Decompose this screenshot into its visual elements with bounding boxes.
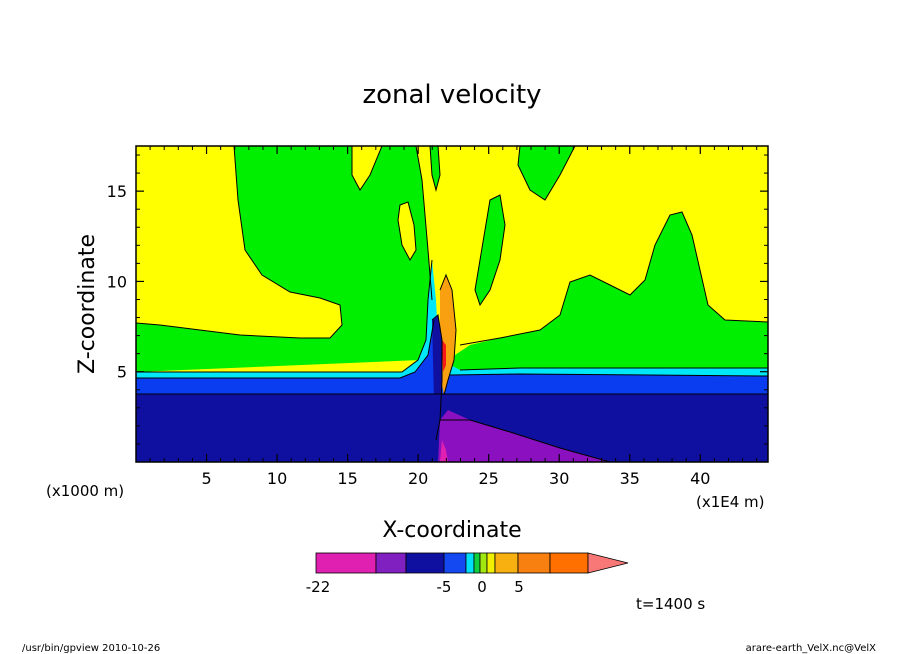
x-tick-label: 5 <box>201 469 211 488</box>
colorbar-tick-label: 0 <box>477 578 487 596</box>
colorbar-tick-label: -22 <box>306 578 331 596</box>
colorbar-segment <box>517 552 551 574</box>
y-ticks: 5 10 15 <box>107 154 768 445</box>
x-tick-label: 30 <box>549 469 569 488</box>
chart-title: zonal velocity <box>362 80 541 110</box>
colorbar-labels: -22 -5 0 5 <box>306 578 524 596</box>
plot-frame <box>135 145 769 463</box>
time-label: t=1400 s <box>636 595 705 613</box>
y-axis-label: Z-coordinate <box>75 234 100 374</box>
region-magenta <box>440 440 448 462</box>
x-tick-label: 35 <box>620 469 640 488</box>
region-blue <box>136 320 768 394</box>
region-yellow-patch <box>352 146 382 190</box>
x-axis-label: X-coordinate <box>382 518 521 543</box>
colorbar-segment <box>494 552 519 574</box>
x-tick-label: 40 <box>690 469 710 488</box>
region-green-right <box>440 212 768 372</box>
y-tick-label: 15 <box>107 182 127 201</box>
contour-fill <box>136 146 768 462</box>
region-navy-jet <box>432 315 442 440</box>
region-green-strip-1 <box>430 146 440 190</box>
footer-right: arare-earth_VelX.nc@VelX <box>746 643 877 654</box>
colorbar-tick-label: -5 <box>437 578 452 596</box>
plot-area: 5 10 15 20 25 30 35 40 5 10 15 <box>107 145 769 488</box>
x-tick-label: 10 <box>267 469 287 488</box>
region-red <box>442 340 446 372</box>
x-tick-label: 25 <box>478 469 498 488</box>
y-tick-label: 10 <box>107 272 127 291</box>
y-unit-label: (x1000 m) <box>46 482 124 500</box>
region-green-strip-2 <box>475 195 505 305</box>
colorbar-segment <box>486 552 496 574</box>
colorbar <box>315 552 629 574</box>
colorbar-extend-arrow <box>587 552 629 574</box>
contour-lines <box>136 146 768 462</box>
colorbar-segment <box>473 552 481 574</box>
x-tick-label: 20 <box>408 469 428 488</box>
colorbar-tick-label: 5 <box>514 578 524 596</box>
colorbar-segment <box>375 552 407 574</box>
colorbar-segment <box>549 552 589 574</box>
y-tick-label: 5 <box>117 363 127 382</box>
region-green-upper-right <box>518 146 575 200</box>
colorbar-segment <box>479 552 488 574</box>
x-ticks: 5 10 15 20 25 30 35 40 <box>149 146 758 488</box>
region-purple <box>438 410 610 462</box>
x-unit-label: (x1E4 m) <box>696 493 765 511</box>
region-green-upper-left <box>136 146 432 372</box>
colorbar-segment <box>405 552 445 574</box>
footer-left: /usr/bin/gpview 2010-10-26 <box>22 643 160 654</box>
x-tick-label: 15 <box>337 469 357 488</box>
colorbar-segment <box>465 552 475 574</box>
colorbar-segment <box>315 552 377 574</box>
colorbar-segment <box>443 552 467 574</box>
